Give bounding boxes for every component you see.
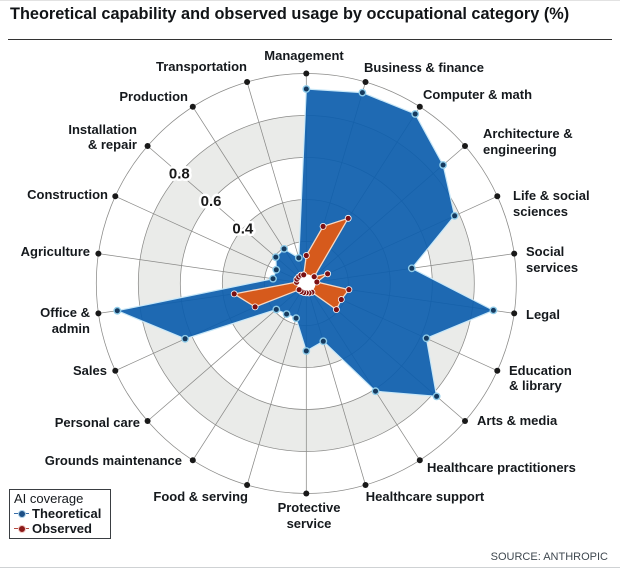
svg-text:0.4: 0.4: [232, 221, 254, 238]
svg-text:Protective: Protective: [278, 500, 341, 515]
svg-text:Construction: Construction: [27, 187, 108, 202]
svg-text:Sales: Sales: [73, 363, 107, 378]
svg-text:Transportation: Transportation: [156, 59, 247, 74]
svg-text:services: services: [526, 260, 578, 275]
svg-text:0.8: 0.8: [169, 166, 190, 183]
svg-text:Architecture &: Architecture &: [483, 126, 573, 141]
svg-text:sciences: sciences: [513, 204, 568, 219]
svg-text:Arts & media: Arts & media: [477, 413, 558, 428]
svg-text:Office &: Office &: [40, 305, 90, 320]
svg-text:Social: Social: [526, 244, 564, 259]
svg-text:Life & social: Life & social: [513, 188, 590, 203]
svg-text:Business & finance: Business & finance: [364, 60, 484, 75]
svg-text:Food & serving: Food & serving: [153, 489, 248, 504]
svg-text:Legal: Legal: [526, 307, 560, 322]
svg-text:Healthcare practitioners: Healthcare practitioners: [427, 460, 576, 475]
svg-text:Installation: Installation: [68, 122, 137, 137]
svg-text:Grounds maintenance: Grounds maintenance: [45, 453, 182, 468]
svg-text:& repair: & repair: [88, 137, 137, 152]
svg-text:Healthcare support: Healthcare support: [366, 489, 485, 504]
svg-text:& library: & library: [509, 378, 563, 393]
svg-text:Education: Education: [509, 363, 572, 378]
svg-text:service: service: [287, 516, 332, 531]
svg-text:engineering: engineering: [483, 142, 557, 157]
svg-text:Computer & math: Computer & math: [423, 87, 532, 102]
svg-text:0.6: 0.6: [201, 193, 222, 210]
svg-text:Personal care: Personal care: [55, 415, 140, 430]
svg-text:admin: admin: [52, 321, 90, 336]
svg-text:Production: Production: [119, 89, 188, 104]
svg-text:Agriculture: Agriculture: [21, 244, 90, 259]
svg-text:Management: Management: [264, 48, 344, 63]
